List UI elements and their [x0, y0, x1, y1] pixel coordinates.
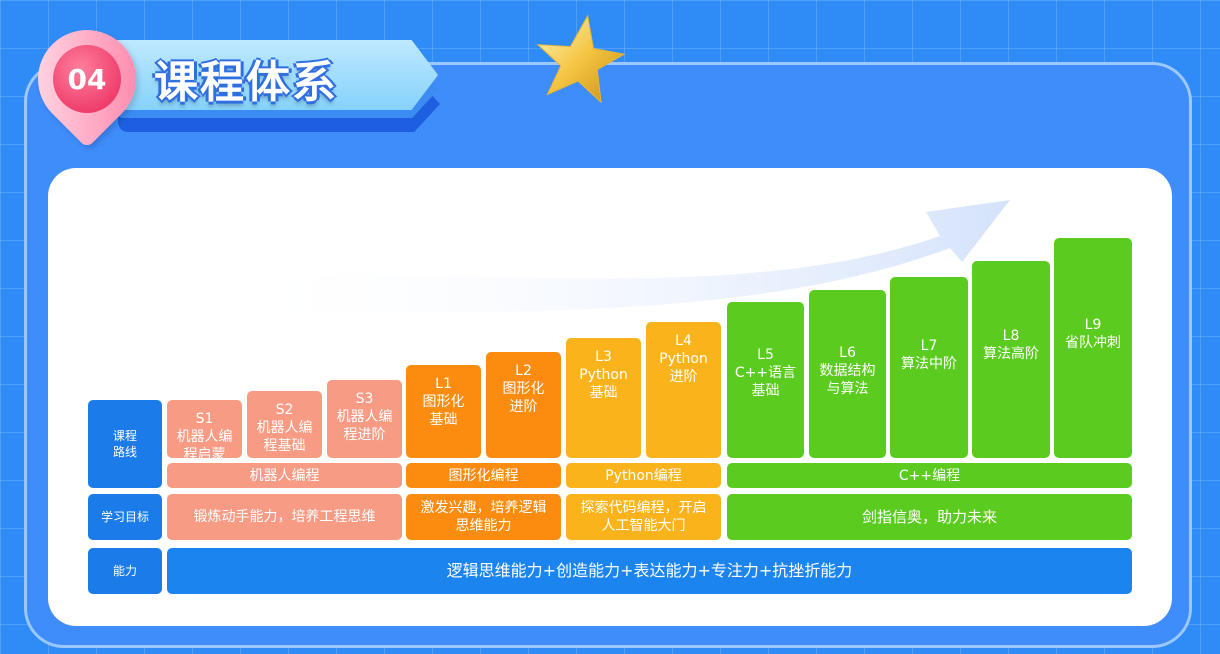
gold-star-icon: [536, 14, 626, 104]
level-name: 算法高阶: [983, 346, 1039, 362]
level-block-l6: L6 数据结构 与算法: [809, 290, 886, 458]
level-block-l8: L8 算法高阶: [972, 261, 1050, 458]
category-robot: 机器人编程: [167, 463, 402, 488]
level-name: C++语言 基础: [734, 365, 797, 399]
level-name: 数据结构 与算法: [819, 363, 876, 397]
category-cpp: C++编程: [727, 463, 1132, 488]
level-code: S3: [355, 391, 374, 407]
level-code: S1: [195, 411, 214, 427]
level-name: 机器人编 程启蒙: [176, 429, 233, 463]
level-name: 机器人编 程基础: [256, 420, 313, 454]
ability-bar: 逻辑思维能力+创造能力+表达能力+专注力+抗挫折能力: [167, 548, 1132, 594]
level-code: L9: [1084, 317, 1102, 333]
level-block-l7: L7 算法中阶: [890, 277, 968, 458]
goal-cpp: 剑指信奥，助力未来: [727, 494, 1132, 540]
rising-arrow-icon: [220, 200, 1010, 316]
section-title: 课程体系: [154, 57, 338, 108]
level-code: L7: [920, 338, 938, 354]
level-name: 省队冲刺: [1065, 335, 1121, 351]
level-block-s3: S3 机器人编 程进阶: [327, 380, 402, 458]
level-name: Python 基础: [579, 367, 628, 401]
level-code: S2: [275, 402, 294, 418]
level-block-l1: L1 图形化 基础: [406, 365, 481, 458]
level-code: L3: [595, 349, 612, 365]
goal-robot: 锻炼动手能力，培养工程思维: [167, 494, 402, 540]
level-code: L5: [757, 347, 774, 363]
level-block-s2: S2 机器人编 程基础: [247, 391, 322, 458]
level-code: L8: [1002, 328, 1020, 344]
goal-python: 探索代码编程，开启 人工智能大门: [566, 494, 721, 540]
level-block-l4: L4 Python 进阶: [646, 322, 721, 458]
level-name: Python 进阶: [659, 351, 708, 385]
row-label-goal: 学习目标: [88, 494, 162, 540]
title-ribbon: [108, 40, 438, 110]
level-block-l9: L9 省队冲刺: [1054, 238, 1132, 458]
level-name: 机器人编 程进阶: [336, 409, 393, 443]
row-label-ability: 能力: [88, 548, 162, 594]
goal-graphic: 激发兴趣，培养逻辑 思维能力: [406, 494, 561, 540]
level-code: L1: [435, 376, 452, 392]
level-name: 图形化 基础: [422, 394, 465, 428]
category-python: Python编程: [566, 463, 721, 488]
level-block-l2: L2 图形化 进阶: [486, 352, 561, 458]
level-name: 算法中阶: [901, 356, 957, 372]
level-name: 图形化 进阶: [502, 381, 545, 415]
level-code: L2: [515, 363, 532, 379]
category-graphic: 图形化编程: [406, 463, 561, 488]
level-block-l3: L3 Python 基础: [566, 338, 641, 458]
level-code: L6: [839, 345, 856, 361]
level-code: L4: [675, 333, 692, 349]
level-block-l5: L5 C++语言 基础: [727, 302, 804, 458]
row-label-route: 课程 路线: [88, 400, 162, 488]
number-badge: 04: [53, 45, 121, 113]
level-block-s1: S1 机器人编 程启蒙: [167, 400, 242, 463]
